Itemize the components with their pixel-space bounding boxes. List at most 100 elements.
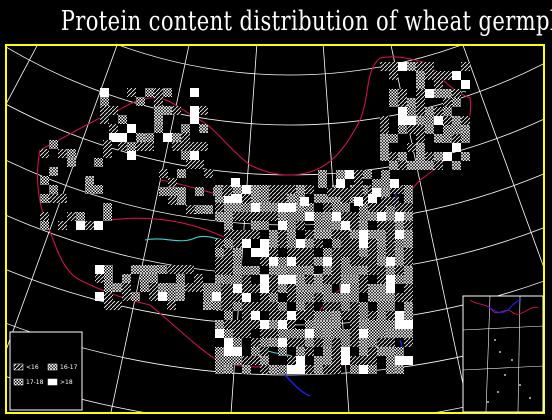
germplasm-cell bbox=[443, 107, 452, 116]
germplasm-cell bbox=[404, 266, 413, 275]
germplasm-cell bbox=[398, 125, 407, 134]
germplasm-cell bbox=[215, 194, 224, 203]
germplasm-cell bbox=[377, 248, 386, 257]
germplasm-cell bbox=[199, 142, 208, 151]
germplasm-cell bbox=[332, 347, 341, 356]
germplasm-cell bbox=[368, 230, 377, 239]
germplasm-cell bbox=[404, 329, 413, 338]
germplasm-cell bbox=[287, 275, 296, 284]
germplasm-cell bbox=[233, 275, 242, 284]
germplasm-cell bbox=[359, 230, 368, 239]
germplasm-cell bbox=[251, 194, 260, 203]
legend-swatch-solid bbox=[47, 378, 58, 386]
germplasm-cell bbox=[389, 134, 398, 143]
germplasm-cell bbox=[434, 107, 443, 116]
germplasm-cell bbox=[404, 257, 413, 266]
germplasm-cell bbox=[224, 338, 233, 347]
germplasm-cell bbox=[386, 347, 395, 356]
germplasm-cell bbox=[386, 365, 395, 374]
germplasm-cell bbox=[404, 221, 413, 230]
germplasm-cell bbox=[100, 97, 109, 106]
germplasm-cell bbox=[113, 301, 122, 310]
germplasm-cell bbox=[190, 106, 199, 115]
germplasm-cell bbox=[127, 151, 136, 160]
germplasm-cell bbox=[167, 301, 176, 310]
germplasm-cell bbox=[443, 71, 452, 80]
germplasm-cell bbox=[305, 329, 314, 338]
germplasm-cell bbox=[224, 275, 233, 284]
germplasm-cell bbox=[233, 194, 242, 203]
germplasm-cell bbox=[407, 125, 416, 134]
germplasm-cell bbox=[149, 265, 158, 274]
germplasm-cell bbox=[278, 257, 287, 266]
germplasm-cell bbox=[287, 329, 296, 338]
germplasm-cell bbox=[233, 248, 242, 257]
germplasm-cell bbox=[215, 320, 224, 329]
germplasm-cell bbox=[127, 88, 136, 97]
germplasm-cell bbox=[195, 205, 204, 214]
germplasm-cell bbox=[251, 320, 260, 329]
germplasm-cell bbox=[381, 170, 390, 179]
germplasm-cell bbox=[177, 169, 186, 178]
germplasm-cell bbox=[215, 212, 224, 221]
germplasm-cell bbox=[368, 365, 377, 374]
germplasm-cell bbox=[287, 311, 296, 320]
germplasm-cell bbox=[386, 311, 395, 320]
germplasm-cell bbox=[212, 301, 221, 310]
germplasm-cell bbox=[323, 329, 332, 338]
germplasm-cell bbox=[323, 275, 332, 284]
germplasm-cell bbox=[323, 257, 332, 266]
germplasm-cell bbox=[381, 188, 390, 197]
germplasm-cell bbox=[296, 329, 305, 338]
germplasm-cell bbox=[323, 356, 332, 365]
germplasm-cell bbox=[368, 212, 377, 221]
germplasm-cell bbox=[269, 194, 278, 203]
germplasm-cell bbox=[452, 143, 461, 152]
germplasm-cell bbox=[242, 275, 251, 284]
germplasm-cell bbox=[269, 293, 278, 302]
germplasm-cell bbox=[377, 338, 386, 347]
germplasm-cell bbox=[287, 284, 296, 293]
germplasm-cell bbox=[354, 179, 363, 188]
germplasm-cell bbox=[407, 161, 416, 170]
germplasm-cell bbox=[443, 98, 452, 107]
germplasm-cell bbox=[434, 152, 443, 161]
germplasm-cell bbox=[100, 106, 109, 115]
germplasm-cell bbox=[359, 365, 368, 374]
germplasm-cell bbox=[372, 179, 381, 188]
germplasm-cell bbox=[425, 152, 434, 161]
germplasm-cell bbox=[359, 284, 368, 293]
germplasm-cell bbox=[94, 221, 103, 230]
germplasm-cell bbox=[118, 115, 127, 124]
germplasm-cell bbox=[296, 248, 305, 257]
germplasm-cell bbox=[136, 97, 145, 106]
germplasm-cell bbox=[176, 283, 185, 292]
germplasm-cell bbox=[368, 311, 377, 320]
germplasm-cell bbox=[287, 320, 296, 329]
germplasm-cell bbox=[443, 125, 452, 134]
germplasm-cell bbox=[425, 125, 434, 134]
germplasm-cell bbox=[404, 248, 413, 257]
germplasm-cell bbox=[404, 302, 413, 311]
germplasm-cell bbox=[350, 212, 359, 221]
germplasm-cell bbox=[336, 179, 345, 188]
germplasm-cell bbox=[233, 338, 242, 347]
germplasm-cell bbox=[149, 274, 158, 283]
germplasm-cell bbox=[404, 311, 413, 320]
germplasm-cell bbox=[224, 302, 233, 311]
germplasm-cell bbox=[416, 125, 425, 134]
germplasm-cell bbox=[195, 160, 204, 169]
germplasm-cell bbox=[251, 203, 260, 212]
germplasm-cell bbox=[109, 106, 118, 115]
germplasm-cell bbox=[341, 329, 350, 338]
germplasm-cell bbox=[398, 152, 407, 161]
germplasm-cell bbox=[100, 88, 109, 97]
germplasm-cell bbox=[287, 185, 296, 194]
germplasm-cell bbox=[416, 62, 425, 71]
germplasm-cell bbox=[260, 293, 269, 302]
germplasm-cell bbox=[332, 275, 341, 284]
germplasm-cell bbox=[251, 347, 260, 356]
germplasm-cell bbox=[287, 239, 296, 248]
germplasm-cell bbox=[368, 329, 377, 338]
germplasm-cell bbox=[296, 185, 305, 194]
